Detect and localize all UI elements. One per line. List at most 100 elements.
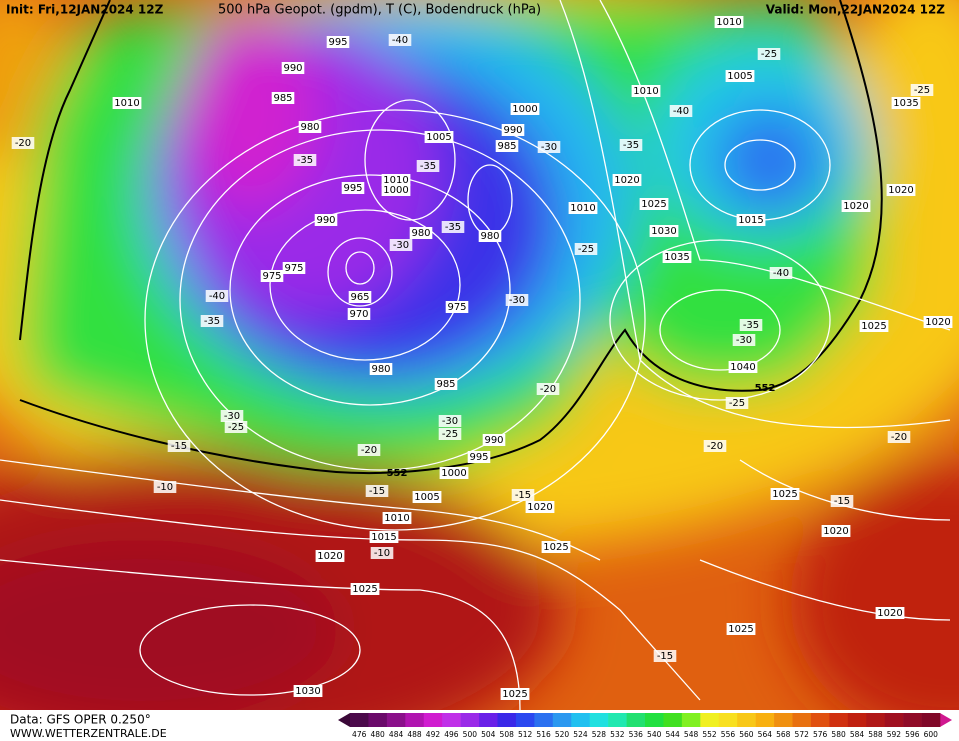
- init-time: Init: Fri,12JAN2024 12Z: [6, 3, 164, 17]
- pressure-label: 1025: [641, 199, 666, 210]
- pressure-label-box: [923, 316, 953, 328]
- temperature-label-box: [357, 444, 381, 456]
- pressure-label-box: [271, 92, 295, 104]
- pressure-label-box: [409, 227, 433, 239]
- temperature-label-box: [910, 84, 934, 96]
- colorbar-right-arrow: [940, 713, 952, 727]
- pressure-label: 1020: [888, 185, 913, 196]
- colorbar-cell: [442, 713, 461, 727]
- colorbar-label: 496: [444, 730, 459, 739]
- temperature-label-box: [511, 489, 535, 501]
- colorbar-label: 528: [592, 730, 607, 739]
- pressure-label: 1020: [317, 551, 342, 562]
- colorbar-label: 488: [407, 730, 422, 739]
- pressure-label-box: [434, 378, 458, 390]
- pressure-label-box: [510, 103, 540, 115]
- temperature-label-box: [224, 421, 248, 433]
- contour-552: [19, 0, 883, 474]
- colorbar-cell: [515, 713, 535, 727]
- colorbar-label: 552: [702, 730, 717, 739]
- pressure-label: 1020: [823, 526, 848, 537]
- pressure-label: 970: [349, 309, 368, 320]
- temperature-label-box: [830, 495, 854, 507]
- pressure-label: 985: [436, 379, 455, 390]
- map-labels: 9959909859801010100510009909859951010100…: [11, 16, 953, 700]
- colorbar-cell: [847, 713, 867, 727]
- pressure-label-box: [326, 36, 350, 48]
- pressure-label-box: [467, 451, 491, 463]
- pressure-label: 990: [484, 435, 503, 446]
- pressure-label-box: [314, 214, 338, 226]
- pressure-label: 995: [343, 183, 362, 194]
- colorbar-label: 580: [831, 730, 846, 739]
- temperature-label: -25: [729, 398, 745, 409]
- pressure-label: 995: [469, 452, 488, 463]
- pressure-label-box: [541, 541, 571, 553]
- colorbar-cell: [571, 713, 590, 727]
- temperature-label: -25: [914, 85, 930, 96]
- pressure-label: 1025: [502, 689, 527, 700]
- pressure-label: 980: [371, 364, 390, 375]
- colorbar-label: 564: [758, 730, 773, 739]
- temperature-label-box: [389, 239, 413, 251]
- pressure-label-box: [612, 174, 642, 186]
- colorbar-label: 524: [573, 730, 588, 739]
- temperature-label-box: [205, 290, 229, 302]
- pressure-label: 1005: [727, 71, 752, 82]
- colorbar-label: 600: [924, 730, 939, 739]
- temperature-label-box: [200, 315, 224, 327]
- colorbar-cell: [626, 713, 646, 727]
- pressure-label-box: [293, 685, 323, 697]
- colorbar-cell: [866, 713, 885, 727]
- temperature-label-box: [703, 440, 727, 452]
- temperature-label-box: [887, 431, 911, 443]
- pressure-label-box: [841, 200, 871, 212]
- pressure-label: 1025: [352, 584, 377, 595]
- pressure-label-box: [821, 525, 851, 537]
- pressure-label: 1020: [614, 175, 639, 186]
- colorbar-label: 588: [868, 730, 883, 739]
- pressure-label-box: [381, 174, 411, 186]
- colorbar-cell: [423, 713, 443, 727]
- pressure-label-box: [649, 225, 679, 237]
- pressure-label-box: [736, 214, 766, 226]
- colorbar-cell: [903, 713, 922, 727]
- colorbar-cell: [792, 713, 812, 727]
- colorbar-cell: [681, 713, 701, 727]
- temperature-label: -30: [736, 335, 752, 346]
- colorbar-cell: [774, 713, 793, 727]
- temperature-label-box: [739, 319, 763, 331]
- pressure-label-box: [445, 301, 469, 313]
- pressure-label: 975: [284, 263, 303, 274]
- colorbar-label: 544: [665, 730, 680, 739]
- temperature-label-box: [416, 160, 440, 172]
- colorbar-label: 568: [776, 730, 791, 739]
- colorbar-cell: [552, 713, 572, 727]
- pressure-label-box: [315, 550, 345, 562]
- pressure-label-box: [859, 320, 889, 332]
- pressure-label-box: [439, 467, 469, 479]
- data-source: Data: GFS OPER 0.250°: [10, 713, 151, 727]
- pressure-label: 1040: [730, 362, 755, 373]
- colorbar-cell: [460, 713, 480, 727]
- temperature-label: -30: [509, 295, 525, 306]
- colorbar-cell: [386, 713, 406, 727]
- pressure-label: 1025: [728, 624, 753, 635]
- colorbar-cell: [921, 713, 941, 727]
- temperature-label: -15: [515, 490, 531, 501]
- pressure-label-box: [282, 262, 306, 274]
- pressure-label: 1000: [441, 468, 466, 479]
- pressure-label-box: [281, 62, 305, 74]
- temperature-label: -15: [834, 496, 850, 507]
- colorbar-label: 520: [555, 730, 570, 739]
- colorbar-cell: [829, 713, 849, 727]
- temperature-label: -35: [297, 155, 313, 166]
- temperature-label-box: [619, 139, 643, 151]
- pressure-label: 1010: [384, 513, 409, 524]
- pressure-label-box: [341, 182, 365, 194]
- pressure-label-box: [631, 85, 661, 97]
- colorbar-cell: [663, 713, 683, 727]
- temperature-label-box: [441, 221, 465, 233]
- temperature-label-box: [153, 481, 177, 493]
- pressure-label: 990: [283, 63, 302, 74]
